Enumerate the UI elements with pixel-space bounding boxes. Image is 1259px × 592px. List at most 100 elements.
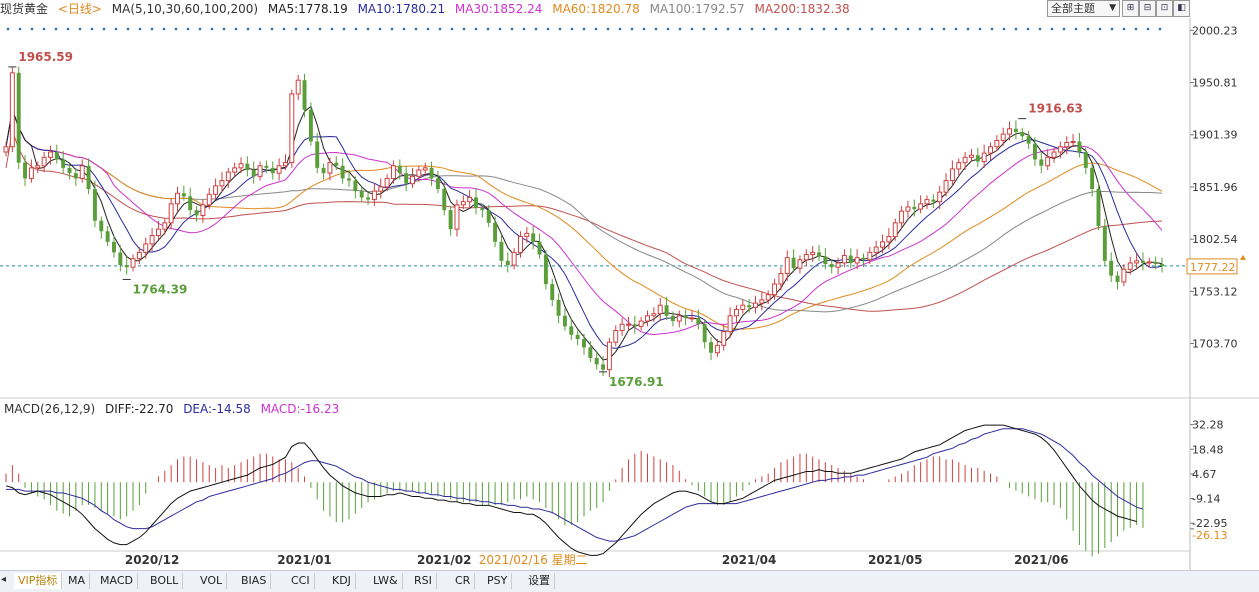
x-axis-label: 2021/02/16 星期二 [479, 553, 588, 567]
top-marker-dot [774, 27, 778, 31]
candle-down [1153, 261, 1158, 265]
candle-up [943, 180, 949, 193]
top-marker-dot [210, 27, 214, 31]
candle-down [588, 347, 593, 359]
top-marker-dot [378, 27, 382, 31]
indicator-tab-cr[interactable]: CR [451, 573, 476, 589]
macd-params[interactable]: MACD(26,12,9) [4, 402, 96, 416]
candle-down [54, 152, 59, 160]
top-marker-dot [846, 27, 850, 31]
top-marker-dot [1146, 27, 1150, 31]
theme-dropdown[interactable]: 全部主题 ▼ [1047, 0, 1120, 17]
candle-down [664, 305, 669, 316]
candle-down [448, 210, 453, 230]
candle-up [378, 186, 384, 192]
candle-down [486, 210, 491, 223]
candle-down [251, 170, 256, 177]
indicator-tab-boll[interactable]: BOLL [146, 573, 184, 589]
top-marker-dot [978, 27, 982, 31]
top-marker-dot [1026, 27, 1030, 31]
candle-down [670, 315, 675, 322]
indicator-tab-vip[interactable]: VIP指标 [14, 573, 63, 589]
top-marker-dot [150, 27, 154, 31]
ma-params[interactable]: MA(5,10,30,60,100,200) [111, 2, 259, 16]
candle-up [289, 93, 295, 164]
candle-down [1039, 159, 1044, 166]
candle-up [956, 162, 962, 170]
candle-up [765, 294, 771, 301]
candle-up [371, 190, 377, 201]
candle-down [594, 358, 599, 365]
top-marker-dot [1098, 27, 1102, 31]
top-marker-dot [714, 27, 718, 31]
candle-up [841, 255, 847, 264]
crosshair-icon[interactable]: ⊡ [1156, 0, 1173, 17]
zoom-in-icon[interactable]: ⊞ [1122, 0, 1139, 17]
theme-label: 全部主题 [1051, 2, 1095, 15]
indicator-tab-bar: ◂ VIP指标 MA MACD BOLL VOL BIAS CCI KDJ LW& RSI CR PS… [0, 570, 1259, 592]
chart-header: 现货黄金 <日线> MA(5,10,30,60,100,200) MA5:177… [0, 0, 1190, 18]
x-axis-label: 2021/01 [277, 553, 331, 567]
candle-down [23, 162, 28, 179]
indicator-tab-bias[interactable]: BIAS [237, 573, 272, 589]
x-axis-label: 2021/04 [722, 553, 776, 567]
indicator-tab-macd[interactable]: MACD [96, 573, 138, 589]
period-selector[interactable]: <日线> [57, 2, 102, 16]
candle-up [924, 199, 930, 205]
price-chart[interactable]: 2000.23 1950.81 1901.39 1851.96 1802.54 1753.… [0, 0, 1259, 570]
macd-value: MACD:-16.23 [260, 402, 340, 416]
candle-up [810, 251, 816, 256]
candle-up [784, 257, 790, 275]
candle-down [550, 284, 555, 300]
candle-up [949, 168, 955, 182]
candle-up [454, 204, 460, 230]
top-marker-dot [330, 27, 334, 31]
top-marker-dot [282, 27, 286, 31]
indicator-tab-ma[interactable]: MA [64, 573, 91, 589]
indicator-tab-cci[interactable]: CCI [287, 573, 315, 589]
candle-up [772, 283, 778, 296]
top-marker-dot [1122, 27, 1126, 31]
candle-up [676, 315, 682, 322]
indicator-tab-rsi[interactable]: RSI [410, 573, 437, 589]
candle-up [727, 315, 733, 333]
top-marker-dot [882, 27, 886, 31]
candle-up [327, 162, 333, 174]
indicator-tab-lw[interactable]: LW& [369, 573, 403, 589]
top-marker-dot [702, 27, 706, 31]
top-marker-dot [138, 27, 142, 31]
candle-down [1083, 152, 1088, 168]
candle-down [188, 196, 193, 211]
top-marker-dot [894, 27, 898, 31]
top-marker-dot [738, 27, 742, 31]
candle-down [537, 241, 542, 255]
instrument-name[interactable]: 现货黄金 [0, 2, 49, 16]
candle-down [302, 80, 307, 110]
indicator-tab-settings[interactable]: 设置 [524, 573, 555, 589]
top-marker-dot [78, 27, 82, 31]
top-marker-dot [486, 27, 490, 31]
ma10-value: MA10:1780.21 [357, 2, 446, 16]
candle-up [968, 154, 974, 158]
candle-down [791, 257, 796, 269]
top-marker-dot [1086, 27, 1090, 31]
top-marker-dot [1110, 27, 1114, 31]
candle-up [714, 344, 720, 354]
macd-tick-label: -9.14 [1192, 493, 1220, 506]
layout-icon[interactable]: ◧ [1173, 0, 1190, 17]
candle-up [460, 201, 466, 206]
top-marker-dot [1038, 27, 1042, 31]
top-marker-dot [630, 27, 634, 31]
top-marker-dot [306, 27, 310, 31]
candle-down [823, 256, 828, 265]
zoom-out-icon[interactable]: ⊟ [1139, 0, 1156, 17]
candle-down [1160, 264, 1164, 267]
scroll-left-icon[interactable]: ◂ [1, 574, 7, 585]
indicator-tab-vol[interactable]: VOL [196, 573, 228, 589]
top-marker-dot [498, 27, 502, 31]
top-marker-dot [450, 27, 454, 31]
candle-up [937, 191, 943, 203]
indicator-tab-kdj[interactable]: KDJ [328, 573, 356, 589]
candle-up [41, 156, 47, 167]
indicator-tab-psy[interactable]: PSY [483, 573, 513, 589]
